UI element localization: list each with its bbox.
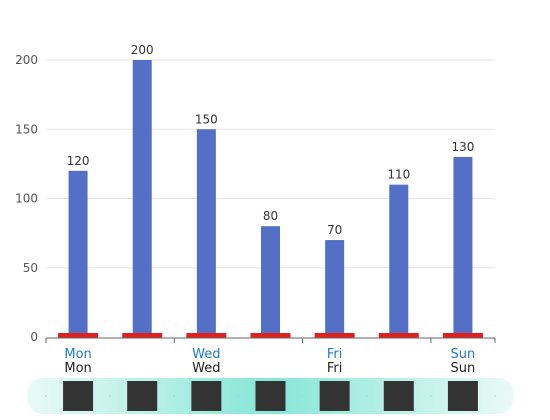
bar-tue[interactable] — [132, 60, 152, 337]
y-tick-label: 100 — [15, 192, 38, 206]
x-label-primary: Mon — [64, 347, 91, 362]
y-tick-label: 150 — [15, 122, 38, 136]
bar-wed[interactable] — [196, 129, 216, 337]
data-label: 70 — [327, 223, 342, 237]
x-label-primary: Sun — [451, 347, 476, 362]
bar-sat[interactable] — [389, 184, 409, 337]
x-label-secondary: Fri — [327, 361, 343, 376]
bars: 120 200 150 80 70 110 130 — [58, 43, 483, 338]
data-label: 200 — [131, 43, 154, 57]
x-label-secondary: Mon — [64, 361, 91, 376]
slider-handle[interactable] — [63, 381, 94, 411]
y-tick-label: 0 — [30, 330, 38, 344]
baseline-marker — [250, 333, 291, 338]
x-label-primary: Fri — [327, 347, 343, 362]
slider-handle[interactable] — [255, 381, 286, 411]
slider-handle[interactable] — [319, 381, 350, 411]
bar-fri[interactable] — [325, 240, 345, 337]
bar-thu[interactable] — [261, 226, 280, 337]
data-label: 150 — [195, 112, 218, 126]
x-label-secondary: Wed — [192, 361, 220, 376]
baseline-marker — [442, 333, 483, 338]
slider-handle[interactable] — [447, 381, 478, 411]
slider-handle[interactable] — [383, 381, 414, 411]
baseline-marker — [378, 333, 419, 338]
baseline-marker — [314, 333, 355, 338]
x-label-secondary: Sun — [451, 361, 476, 376]
slider-handle[interactable] — [127, 381, 158, 411]
x-label-primary: Wed — [192, 347, 220, 362]
bar-sun[interactable] — [453, 156, 473, 337]
slider-handle[interactable] — [191, 381, 222, 411]
data-label: 120 — [67, 154, 90, 168]
y-tick-label: 200 — [15, 53, 38, 67]
bar-mon[interactable] — [68, 170, 88, 337]
data-zoom-slider[interactable] — [27, 378, 514, 414]
baseline-marker — [58, 333, 99, 338]
data-label: 130 — [451, 140, 474, 154]
y-axis: 0 50 100 150 200 — [15, 53, 38, 344]
baseline-marker — [122, 333, 163, 338]
y-tick-label: 50 — [23, 261, 38, 275]
data-label: 80 — [263, 209, 278, 223]
data-label: 110 — [387, 168, 410, 182]
baseline-marker — [186, 333, 227, 338]
x-axis: Mon Wed Fri Sun Mon Wed Fri Sun — [45, 337, 496, 376]
